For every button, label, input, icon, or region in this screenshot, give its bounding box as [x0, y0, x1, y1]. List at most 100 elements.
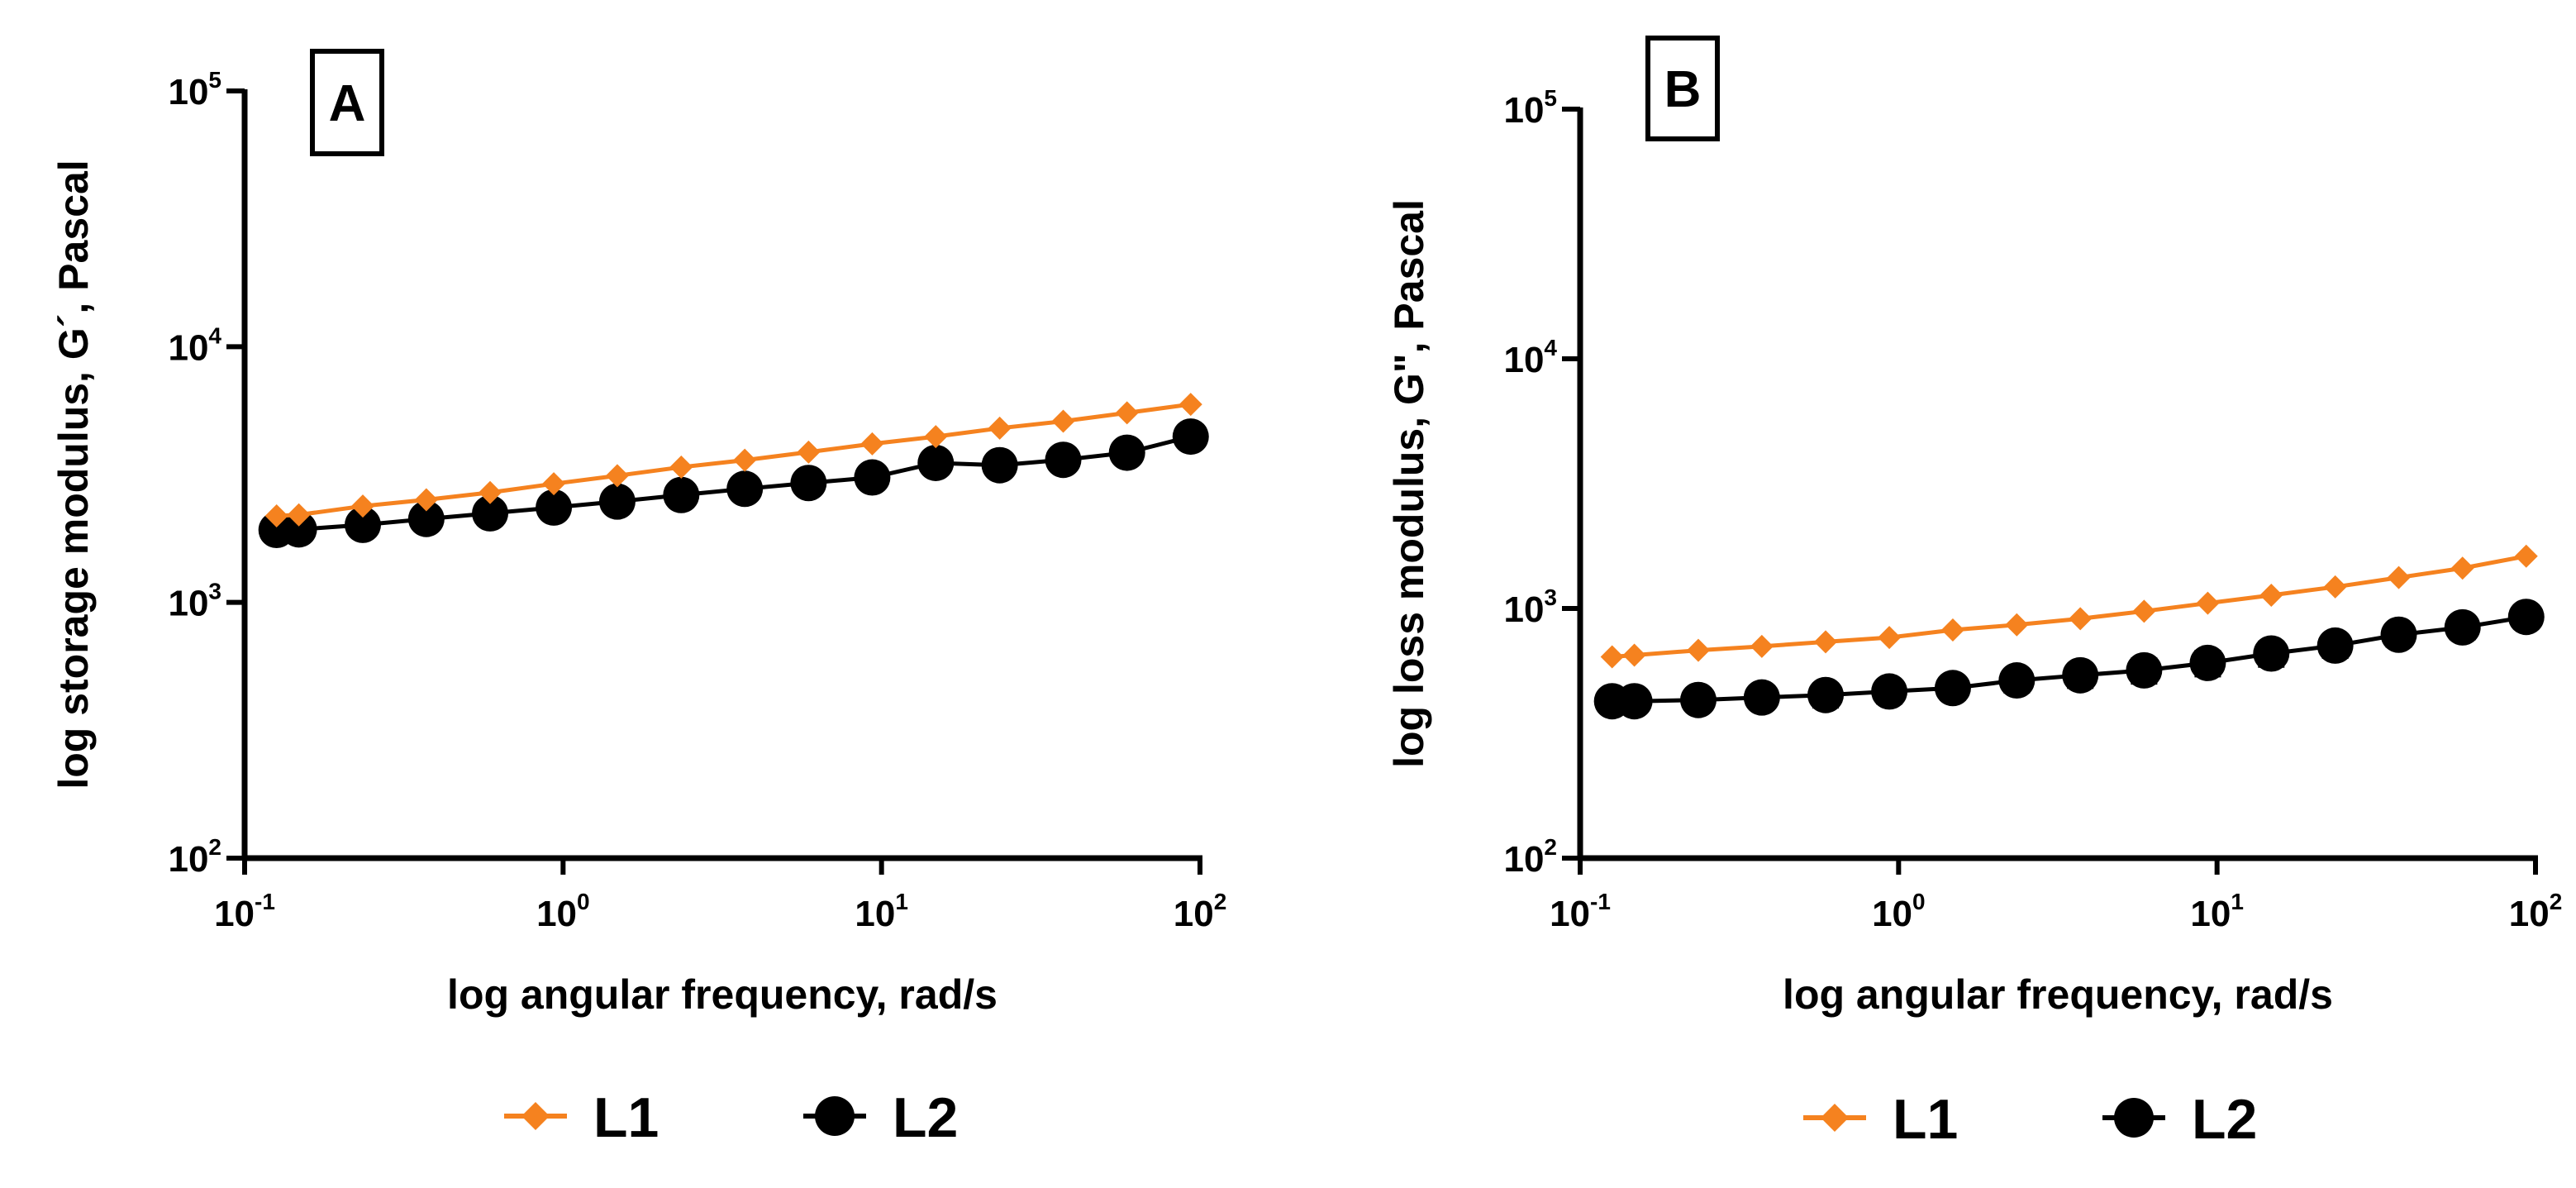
data-point	[1172, 418, 1209, 456]
y-tick-exponent: 4	[208, 322, 221, 348]
data-point	[1051, 409, 1075, 433]
series-l2	[258, 418, 1209, 549]
x-tick-label: 101	[855, 889, 908, 934]
y-tick-base: 10	[1503, 90, 1544, 131]
x-tick-base: 10	[214, 894, 255, 934]
data-point	[2005, 613, 2029, 637]
data-point	[1814, 630, 1838, 654]
panel-letter: A	[329, 75, 366, 132]
data-point	[472, 494, 509, 532]
data-point	[1940, 618, 1964, 642]
data-point	[605, 464, 629, 488]
legend-marker	[815, 1096, 855, 1136]
x-tick-exponent: -1	[1590, 889, 1611, 914]
y-tick-label: 105	[1503, 85, 1557, 131]
data-point	[350, 494, 374, 518]
x-tick-label: 102	[2509, 889, 2563, 934]
data-point	[733, 448, 757, 472]
x-tick-exponent: 1	[2231, 889, 2244, 914]
data-point	[264, 503, 288, 527]
legend-label: L2	[2192, 1088, 2257, 1151]
x-tick-exponent: 0	[1912, 889, 1926, 914]
data-point	[2323, 575, 2347, 599]
y-tick-base: 10	[1503, 589, 1544, 630]
data-point	[407, 500, 445, 537]
data-point	[790, 465, 827, 502]
panel-letter: B	[1664, 61, 1702, 118]
x-tick-label: 100	[1872, 889, 1926, 934]
data-point	[1679, 681, 1717, 718]
x-tick-exponent: 1	[895, 889, 908, 914]
legend: L1 L2	[504, 1086, 958, 1149]
x-tick-label: 102	[1174, 889, 1227, 934]
series-line	[1612, 554, 2527, 660]
legend-marker	[1821, 1104, 1849, 1132]
y-axis-title: log loss modulus, G", Pascal	[1386, 199, 1432, 768]
data-point	[2514, 544, 2538, 568]
data-point	[1622, 643, 1646, 667]
data-point	[1178, 393, 1202, 417]
legend-entry-l1: L1	[1803, 1088, 1958, 1151]
data-point	[2444, 608, 2481, 646]
data-point	[1115, 401, 1139, 425]
x-tick-base: 10	[1550, 894, 1590, 934]
x-axis-title: log angular frequency, rad/s	[447, 971, 998, 1018]
legend-entry-l1: L1	[504, 1086, 659, 1149]
legend-entry-l2: L2	[2102, 1088, 2257, 1151]
data-point	[2069, 607, 2093, 631]
data-point	[797, 440, 821, 464]
x-tick-label: 100	[536, 889, 590, 934]
x-tick-label: 10-1	[1550, 889, 1611, 934]
legend-entry-l2: L2	[803, 1086, 958, 1149]
y-tick-base: 10	[168, 72, 208, 112]
y-tick-exponent: 3	[1544, 584, 1557, 610]
legend-marker	[521, 1102, 550, 1130]
data-point	[414, 488, 438, 512]
data-point	[1686, 638, 1710, 662]
data-point	[988, 416, 1012, 440]
data-point	[598, 483, 636, 520]
y-tick-label: 102	[168, 834, 221, 880]
series-l1	[1600, 544, 2538, 669]
x-tick-base: 10	[1174, 894, 1214, 934]
data-point	[2132, 599, 2156, 623]
data-point	[1616, 683, 1653, 720]
y-tick-base: 10	[168, 839, 208, 880]
x-tick-exponent: 2	[1214, 889, 1227, 914]
data-point	[726, 470, 764, 508]
data-point	[2196, 591, 2220, 615]
data-point	[663, 476, 700, 513]
data-point	[536, 489, 573, 526]
y-tick-exponent: 5	[208, 67, 221, 93]
y-tick-label: 103	[168, 579, 221, 624]
series-line	[276, 402, 1192, 518]
data-point	[2387, 565, 2411, 589]
data-point	[2259, 583, 2283, 607]
legend-label: L1	[593, 1086, 659, 1149]
data-point	[2380, 616, 2417, 653]
data-point	[981, 446, 1018, 484]
data-point	[1871, 673, 1908, 710]
data-point	[1743, 679, 1780, 716]
data-point	[1878, 626, 1902, 650]
data-point	[860, 432, 884, 456]
y-axis-title: log storage modulus, G´, Pascal	[50, 160, 97, 789]
y-tick-exponent: 2	[208, 834, 221, 860]
x-tick-exponent: 2	[2550, 889, 2563, 914]
x-tick-base: 10	[536, 894, 577, 934]
data-point	[1600, 645, 1624, 669]
series-line	[276, 434, 1192, 532]
data-point	[1750, 634, 1774, 658]
y-tick-base: 10	[1503, 839, 1544, 880]
legend: L1 L2	[1803, 1088, 2257, 1151]
data-point	[2062, 656, 2099, 694]
panel-letter-box	[310, 49, 384, 156]
data-point	[2450, 556, 2474, 580]
data-point	[1934, 670, 1971, 707]
data-point	[1045, 441, 1082, 479]
y-tick-exponent: 3	[208, 579, 221, 604]
data-point	[2507, 599, 2545, 636]
legend-label: L1	[1893, 1088, 1958, 1151]
